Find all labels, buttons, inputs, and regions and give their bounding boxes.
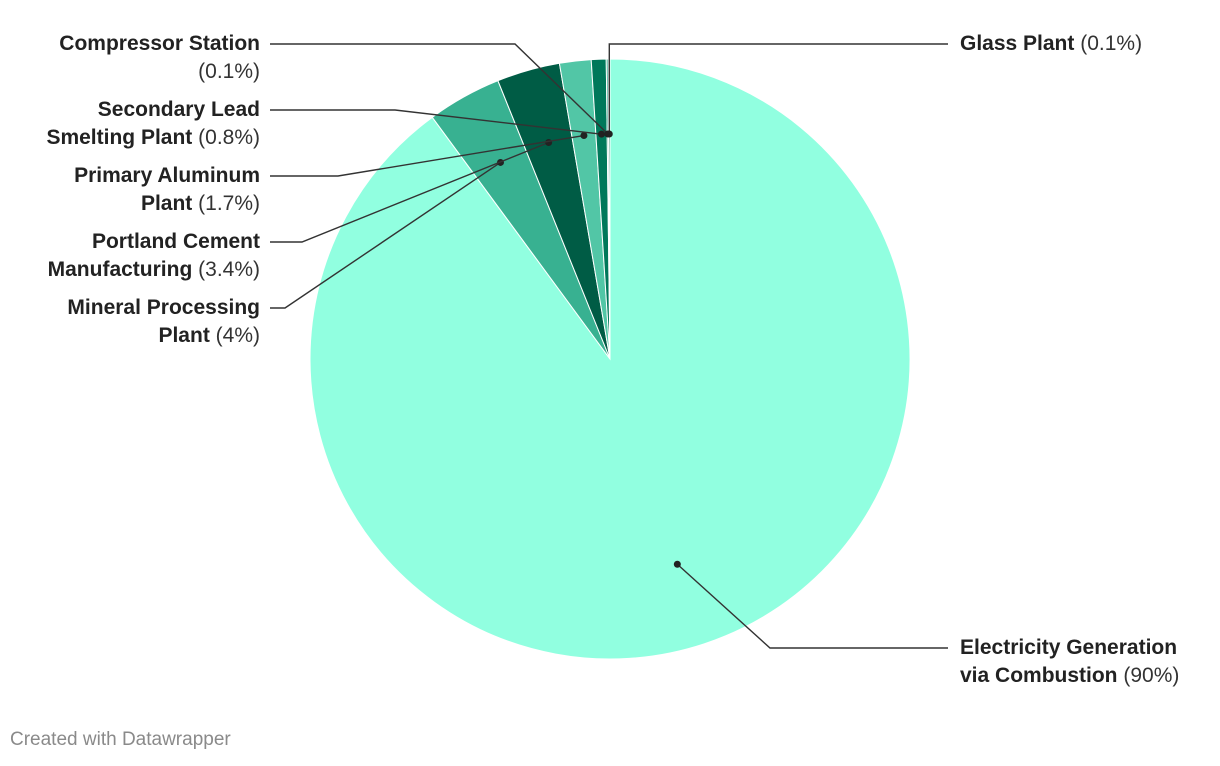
slice-label-secondary-lead-smelting-plant: Secondary Lead Smelting Plant (0.8%) — [46, 96, 260, 152]
leader-line-glass-plant — [608, 43, 948, 135]
leader-dot-primary-aluminum-plant — [580, 132, 588, 140]
slice-name: Compressor Station — [59, 32, 260, 55]
slice-name: Primary Aluminum — [74, 164, 260, 187]
slice-label-portland-cement-manufacturing: Portland Cement Manufacturing (3.4%) — [48, 228, 260, 284]
slice-name: Electricity Generation — [960, 636, 1178, 659]
leader-line-primary-aluminum-plant — [270, 134, 585, 177]
leader-line-mineral-processing-plant — [270, 161, 501, 309]
slice-label-compressor-station: Compressor Station (0.1%) — [59, 30, 260, 86]
slice-name: Mineral Processing — [67, 296, 260, 319]
leader-line-electricity-generation-via-combustion — [676, 563, 948, 649]
slice-percent: (4%) — [215, 324, 260, 347]
slice-name: Secondary Lead — [97, 98, 260, 121]
slice-percent: (0.8%) — [198, 126, 260, 149]
slice-percent: (0.1%) — [1080, 32, 1143, 55]
slice-percent: (0.1%) — [198, 60, 260, 83]
slice-name: Manufacturing — [47, 258, 193, 281]
slice-percent: (90%) — [1123, 664, 1180, 687]
leader-dot-electricity-generation-via-combustion — [673, 560, 681, 568]
slice-name: via Combustion — [960, 664, 1118, 687]
leader-dot-secondary-lead-smelting-plant — [598, 130, 606, 138]
leader-dot-glass-plant — [605, 130, 613, 138]
slice-label-primary-aluminum-plant: Primary Aluminum Plant (1.7%) — [74, 162, 260, 218]
leader-line-secondary-lead-smelting-plant — [270, 109, 602, 135]
slice-percent: (1.7%) — [198, 192, 260, 215]
slice-name: Plant — [140, 192, 193, 215]
slice-name: Portland Cement — [91, 230, 260, 253]
slice-label-electricity-generation-via-combustion: Electricity Generation via Combustion (90… — [960, 634, 1179, 690]
slice-name: Glass Plant — [960, 32, 1075, 55]
slice-name: Smelting Plant — [46, 126, 193, 149]
slice-name: Plant — [158, 324, 210, 347]
leader-line-compressor-station — [270, 43, 609, 135]
slice-label-mineral-processing-plant: Mineral Processing Plant (4%) — [67, 294, 260, 350]
credit-footer: Created with Datawrapper — [10, 729, 231, 750]
slice-percent: (3.4%) — [198, 258, 260, 281]
slice-label-glass-plant: Glass Plant (0.1%) — [960, 30, 1142, 58]
leader-dot-portland-cement-manufacturing — [545, 139, 553, 147]
leader-line-portland-cement-manufacturing — [270, 141, 549, 243]
